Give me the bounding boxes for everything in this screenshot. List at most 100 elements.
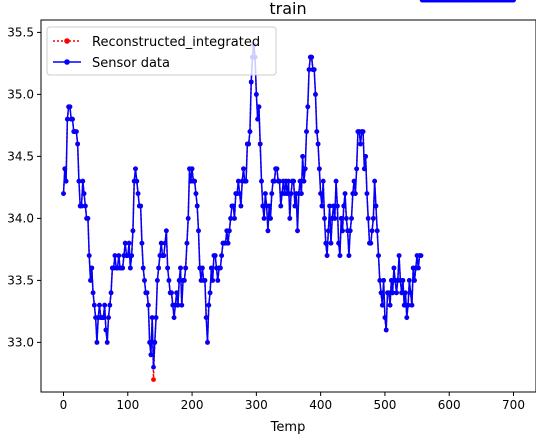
- data-point: [379, 302, 385, 308]
- y-tick-label: 34.0: [7, 211, 34, 225]
- data-point: [212, 253, 218, 258]
- data-point: [61, 191, 66, 197]
- x-axis: 0 100 200 300 400 500 600 700: [60, 392, 525, 412]
- data-point: [266, 203, 272, 209]
- data-point: [207, 290, 213, 296]
- legend-marker-reconstructed: [64, 38, 70, 44]
- data-point: [255, 116, 261, 122]
- data-point: [295, 228, 300, 234]
- data-point: [391, 265, 397, 271]
- data-point: [323, 240, 329, 246]
- data-point: [63, 178, 69, 184]
- data-point: [372, 178, 378, 184]
- x-tick-label: 0: [60, 398, 68, 412]
- data-point: [268, 216, 273, 221]
- data-point: [401, 302, 407, 308]
- data-point: [328, 240, 334, 246]
- data-point: [320, 178, 326, 184]
- data-point: [192, 178, 198, 184]
- data-point: [144, 290, 150, 296]
- data-point: [399, 290, 405, 296]
- data-point: [185, 216, 191, 221]
- data-point: [386, 290, 392, 296]
- data-point: [181, 278, 187, 283]
- data-point: [352, 191, 358, 197]
- legend-label-reconstructed: Reconstructed_integrated: [92, 35, 260, 50]
- data-point: [241, 166, 246, 172]
- data-point: [94, 340, 100, 345]
- data-point: [253, 92, 259, 97]
- data-point: [210, 278, 216, 283]
- data-point: [278, 203, 284, 209]
- data-point: [230, 203, 236, 209]
- data-point: [354, 166, 360, 172]
- series-layer: [61, 0, 516, 382]
- data-point: [260, 203, 266, 209]
- data-point: [381, 278, 387, 283]
- data-point: [149, 315, 155, 320]
- x-tick-label: 700: [502, 398, 525, 412]
- data-point: [331, 203, 336, 209]
- legend: Reconstructed_integrated Sensor data: [46, 26, 277, 76]
- data-point: [228, 216, 234, 221]
- data-point: [337, 253, 343, 258]
- data-point: [360, 129, 366, 135]
- x-tick-label: 200: [181, 398, 204, 412]
- data-point: [301, 178, 307, 184]
- data-point: [415, 265, 421, 271]
- data-point: [309, 54, 315, 60]
- plot-frame: [40, 19, 536, 393]
- x-axis-label: Temp: [270, 420, 306, 435]
- data-point: [199, 265, 205, 271]
- data-point: [304, 129, 309, 135]
- data-point: [154, 278, 160, 283]
- data-point: [370, 216, 376, 221]
- data-point: [341, 203, 347, 209]
- data-point: [408, 290, 414, 296]
- data-point: [175, 302, 181, 308]
- data-point: [257, 141, 263, 147]
- data-point: [324, 253, 330, 258]
- data-point: [133, 166, 138, 172]
- x-tick-label: 600: [438, 398, 461, 412]
- data-point: [259, 178, 264, 184]
- data-point: [194, 203, 200, 209]
- data-point: [306, 67, 312, 72]
- data-point: [271, 178, 277, 184]
- data-point: [116, 253, 122, 258]
- data-point: [365, 216, 371, 221]
- data-point: [342, 191, 348, 197]
- data-point: [100, 315, 106, 320]
- y-axis: 33.0 33.5 34.0 34.5 35.0 35.5: [7, 25, 41, 349]
- data-point: [112, 253, 118, 258]
- data-point: [364, 191, 370, 197]
- data-point: [130, 228, 136, 234]
- data-point: [313, 92, 318, 97]
- data-point: [361, 166, 367, 172]
- data-point: [76, 178, 82, 184]
- data-point: [376, 253, 381, 258]
- data-point: [305, 104, 311, 110]
- data-point: [189, 166, 195, 172]
- y-tick-label: 33.5: [7, 273, 34, 287]
- data-point: [62, 166, 68, 172]
- data-point: [383, 327, 389, 333]
- data-point: [134, 178, 140, 184]
- data-point: [368, 240, 374, 246]
- data-point: [142, 278, 147, 283]
- data-point: [340, 228, 345, 234]
- data-point: [206, 302, 212, 308]
- data-point: [511, 0, 516, 3]
- data-point: [151, 377, 156, 382]
- data-point: [129, 253, 135, 258]
- data-point: [108, 290, 114, 296]
- data-point: [102, 302, 108, 308]
- data-point: [202, 278, 208, 283]
- data-point: [103, 327, 109, 333]
- data-point: [390, 290, 396, 296]
- data-point: [377, 278, 383, 283]
- data-point: [238, 203, 244, 209]
- data-point: [343, 216, 349, 221]
- data-point: [106, 315, 111, 320]
- data-point: [387, 302, 393, 308]
